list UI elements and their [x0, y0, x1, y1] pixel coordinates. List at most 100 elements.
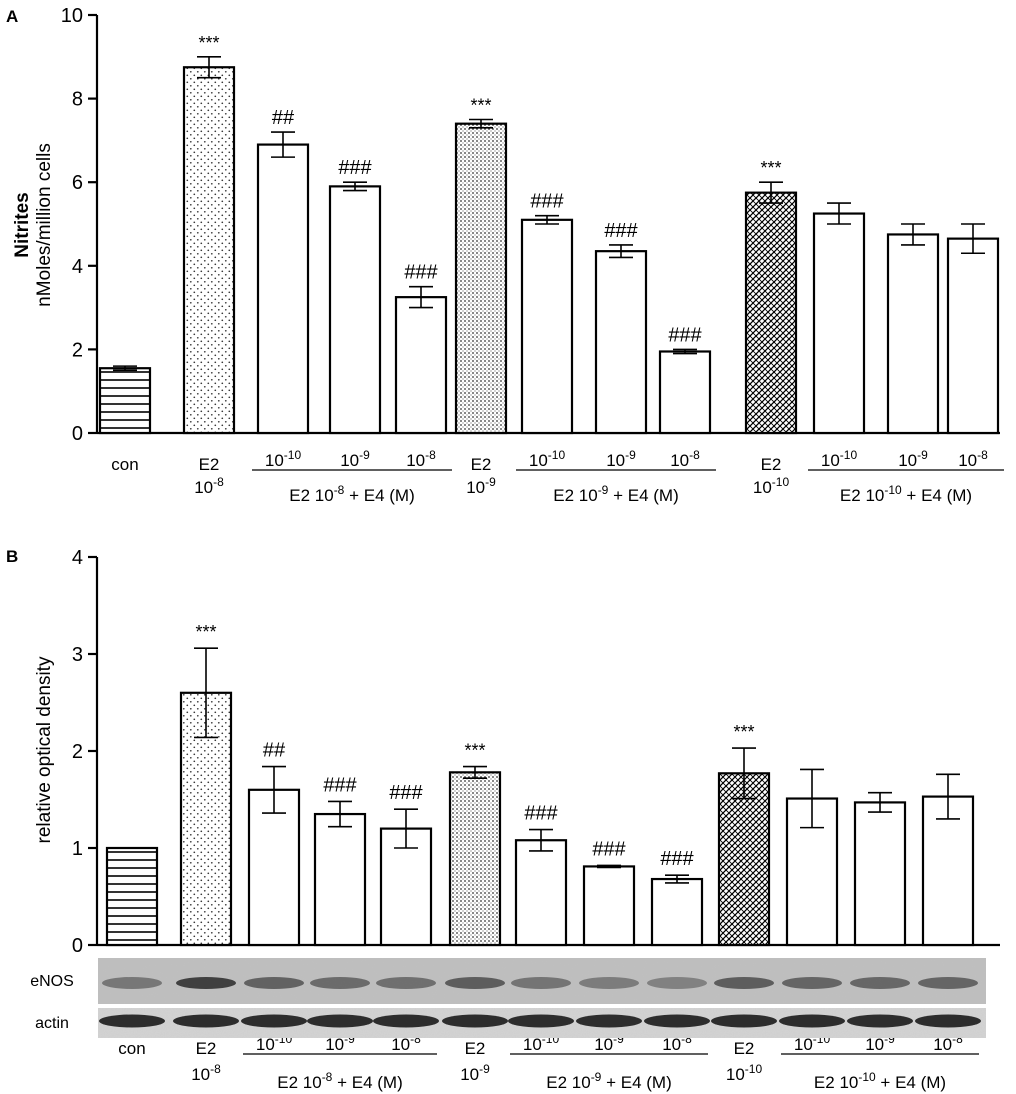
panel-a-ylabel-bold: Nitrites: [12, 192, 33, 257]
significance-label: ***: [464, 741, 485, 761]
svg-text:Nitrites: Nitrites: [12, 192, 33, 257]
dose-base: 10: [821, 451, 840, 470]
panel-a-ylabel: Nitrites nMoles/million cells: [12, 143, 55, 307]
y-tick-label: 0: [72, 935, 83, 957]
bar: [247, 788, 301, 947]
dose-base: 10: [529, 451, 548, 470]
significance-label: ###: [592, 838, 626, 860]
significance-label: ###: [323, 774, 357, 796]
bar: [182, 66, 236, 435]
category-dose: 10-9: [460, 1062, 490, 1084]
significance-label: ###: [338, 157, 372, 179]
y-tick-label: 4: [72, 256, 83, 278]
category-dose: 10-9: [466, 475, 496, 497]
dose-base: 10: [265, 451, 284, 470]
group-label: E2 10-10 + E4 (M): [840, 483, 972, 505]
y-tick-label: 6: [72, 172, 83, 194]
dose-exponent: -9: [613, 1032, 624, 1046]
significance-label: ###: [604, 220, 638, 242]
group-label-tail: + E4 (M): [601, 1073, 671, 1092]
dose-exponent: -10: [548, 448, 566, 462]
category-dose: 10-10: [726, 1062, 763, 1084]
dose-base: 10: [391, 1035, 410, 1054]
actin-band: [241, 1014, 307, 1028]
dose-exponent: -10: [284, 448, 302, 462]
group-label-tail: + E4 (M): [332, 1073, 402, 1092]
bar: [514, 839, 568, 947]
significance-label: ###: [530, 191, 564, 213]
bar: [921, 795, 975, 947]
bar: [328, 185, 382, 435]
enos-band: [647, 977, 707, 989]
enos-band: [782, 977, 842, 989]
enos-band: [244, 977, 304, 989]
enos-band: [376, 977, 436, 989]
group-label-exponent: -10: [858, 1070, 876, 1084]
western-blot: eNOS actin: [30, 958, 986, 1038]
category-label: con: [111, 455, 138, 474]
bar: [812, 212, 866, 435]
group-label-base: E2 10: [546, 1073, 590, 1092]
dose-exponent: -8: [681, 1032, 692, 1046]
dose-label: 10-8: [933, 1032, 963, 1054]
panel-a-ylabel-units: nMoles/million cells: [34, 143, 55, 307]
category-dose-base: 10: [194, 478, 213, 497]
bar: [946, 237, 1000, 435]
dose-base: 10: [606, 451, 625, 470]
category-label: E2: [199, 455, 220, 474]
bar: [886, 233, 940, 435]
category-dose-base: 10: [460, 1065, 479, 1084]
category-dose-base: 10: [191, 1065, 210, 1084]
group-label: E2 10-9 + E4 (M): [553, 483, 678, 505]
dose-base: 10: [670, 451, 689, 470]
dose-base: 10: [865, 1035, 884, 1054]
dose-exponent: -8: [977, 448, 988, 462]
y-tick-label: 3: [72, 644, 83, 666]
dose-base: 10: [933, 1035, 952, 1054]
actin-band: [847, 1014, 913, 1028]
group-label: E2 10-9 + E4 (M): [546, 1070, 671, 1092]
category-dose-exponent: -9: [485, 475, 496, 489]
bar: [853, 801, 907, 947]
bar: [448, 771, 502, 947]
category-dose: 10-10: [753, 475, 790, 497]
dose-label: 10-9: [606, 448, 636, 470]
actin-band: [576, 1014, 642, 1028]
panel-a-letter: A: [6, 7, 18, 26]
dose-base: 10: [406, 451, 425, 470]
group-label-tail: + E4 (M): [608, 486, 678, 505]
dose-label: 10-8: [406, 448, 436, 470]
dose-exponent: -10: [840, 448, 858, 462]
actin-band: [173, 1014, 239, 1028]
category-dose-exponent: -8: [210, 1062, 221, 1076]
actin-band: [779, 1014, 845, 1028]
bar: [256, 143, 310, 435]
category-dose: 10-8: [191, 1062, 221, 1084]
dose-exponent: -8: [689, 448, 700, 462]
group-label-exponent: -10: [884, 483, 902, 497]
actin-label: actin: [35, 1015, 69, 1032]
significance-label: ###: [404, 262, 438, 284]
group-label-base: E2 10: [553, 486, 597, 505]
enos-label: eNOS: [30, 973, 74, 990]
dose-label: 10-9: [325, 1032, 355, 1054]
dose-label: 10-10: [265, 448, 302, 470]
dose-label: 10-8: [670, 448, 700, 470]
group-label-exponent: -8: [322, 1070, 333, 1084]
significance-label: ###: [668, 324, 702, 346]
significance-label: ***: [733, 722, 754, 742]
dose-exponent: -9: [344, 1032, 355, 1046]
group-label: E2 10-8 + E4 (M): [289, 483, 414, 505]
dose-label: 10-9: [865, 1032, 895, 1054]
category-label: E2: [196, 1039, 217, 1058]
group-label-exponent: -9: [598, 483, 609, 497]
panel-b-ylabel: relative optical density: [34, 656, 55, 843]
dose-label: 10-9: [898, 448, 928, 470]
category-dose-exponent: -9: [479, 1062, 490, 1076]
panel-b-letter: B: [6, 547, 18, 566]
bar: [594, 250, 648, 435]
significance-label: ###: [389, 782, 423, 804]
